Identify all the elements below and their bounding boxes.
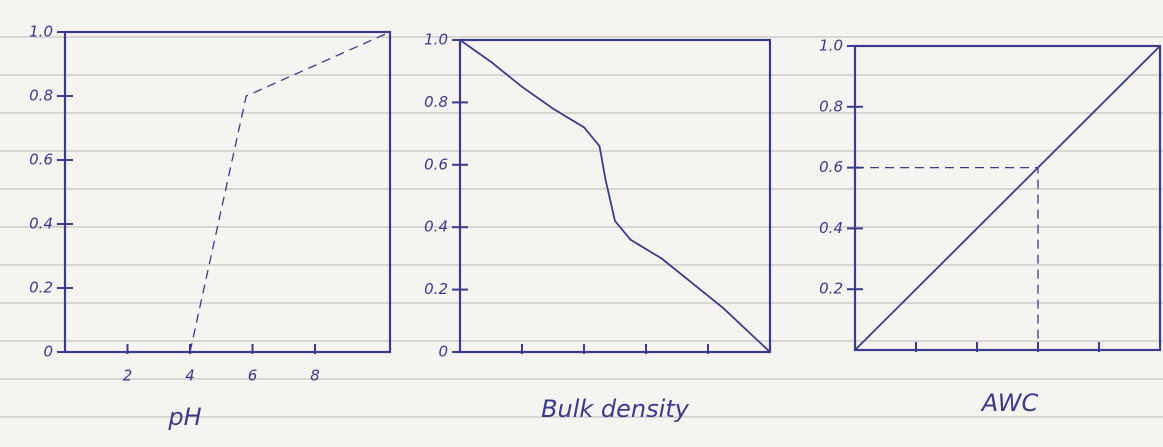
y-tick-label: 0.8: [424, 93, 448, 111]
y-tick-label: 1.0: [424, 31, 448, 49]
x-tick-label: 2: [123, 367, 133, 385]
x-tick-label: 4: [185, 367, 195, 385]
x-axis-label: pH: [167, 403, 201, 431]
data-line: [190, 32, 390, 352]
page: 0 0.2 0.4 0.6 0.8 1.0 2 4 6 8 pH 0 0.2 0.4 0.6 0.8 1.0 Bu…: [0, 0, 1163, 447]
y-tick-label: 0.6: [819, 158, 843, 176]
y-tick-label: 0.8: [29, 87, 53, 105]
data-line: [855, 46, 1160, 350]
plot-frame: [460, 40, 770, 352]
y-tick-label: 1.0: [29, 23, 53, 41]
y-tick-label: 0.6: [424, 155, 448, 173]
data-line: [460, 40, 770, 352]
y-tick-label: 0.4: [29, 215, 53, 233]
x-axis-label: Bulk density: [541, 395, 690, 423]
y-tick-label: 0.2: [29, 279, 53, 297]
y-tick-label: 1.0: [819, 37, 843, 55]
y-tick-label: 0.6: [29, 151, 53, 169]
y-tick-label: 0.2: [424, 280, 448, 298]
y-tick-label: 0.2: [819, 280, 843, 298]
y-tick-label: 0: [438, 343, 448, 361]
x-axis-label: AWC: [980, 389, 1039, 417]
y-tick-label: 0: [43, 343, 53, 361]
x-tick-label: 6: [248, 367, 258, 385]
plot-frame: [65, 32, 390, 352]
charts: 0 0.2 0.4 0.6 0.8 1.0 2 4 6 8 pH 0 0.2 0.4 0.6 0.8 1.0 Bu…: [0, 0, 1163, 447]
y-tick-label: 0.8: [819, 97, 843, 115]
x-tick-label: 8: [310, 367, 320, 385]
y-tick-label: 0.4: [819, 219, 843, 237]
y-tick-label: 0.4: [424, 218, 448, 236]
